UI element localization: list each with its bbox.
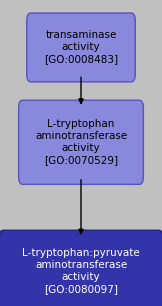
Text: L-tryptophan:pyruvate
aminotransferase
activity
[GO:0080097]: L-tryptophan:pyruvate aminotransferase a… bbox=[22, 248, 140, 294]
Text: transaminase
activity
[GO:0008483]: transaminase activity [GO:0008483] bbox=[44, 30, 118, 65]
FancyBboxPatch shape bbox=[19, 100, 143, 184]
FancyBboxPatch shape bbox=[27, 13, 135, 82]
FancyBboxPatch shape bbox=[0, 230, 162, 306]
Text: L-tryptophan
aminotransferase
activity
[GO:0070529]: L-tryptophan aminotransferase activity [… bbox=[35, 119, 127, 165]
